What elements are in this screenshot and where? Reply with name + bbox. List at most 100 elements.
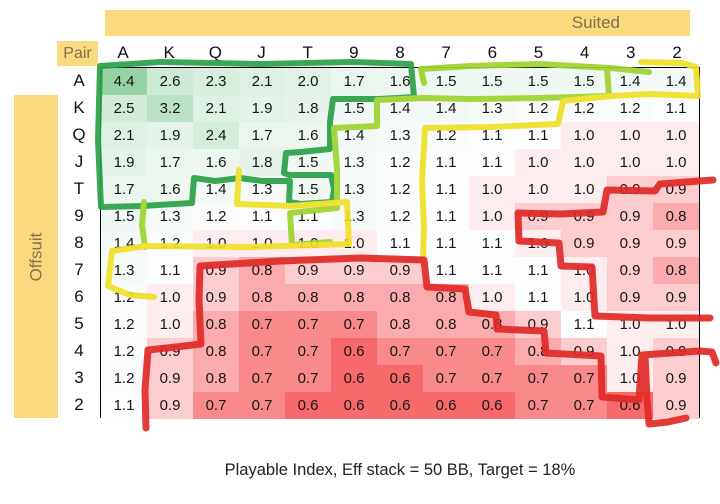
cell-2-7[interactable]: 0.6 <box>423 392 469 419</box>
cell-4-7[interactable]: 0.7 <box>423 338 469 365</box>
cell-8-8[interactable]: 1.1 <box>377 230 423 257</box>
cell-4-5[interactable]: 0.8 <box>515 338 561 365</box>
cell-Q-2[interactable]: 1.0 <box>653 122 699 149</box>
cell-Q-5[interactable]: 1.1 <box>515 122 561 149</box>
cell-3-7[interactable]: 0.7 <box>423 365 469 392</box>
cell-8-3[interactable]: 0.9 <box>607 230 653 257</box>
cell-8-2[interactable]: 0.9 <box>653 230 699 257</box>
cell-7-5[interactable]: 1.1 <box>515 257 561 284</box>
cell-2-A[interactable]: 1.1 <box>101 392 147 419</box>
cell-Q-J[interactable]: 1.7 <box>239 122 285 149</box>
cell-9-7[interactable]: 1.1 <box>423 203 469 230</box>
cell-5-T[interactable]: 0.7 <box>285 311 331 338</box>
cell-Q-4[interactable]: 1.0 <box>561 122 607 149</box>
cell-Q-Q[interactable]: 2.4 <box>193 122 239 149</box>
cell-9-3[interactable]: 0.9 <box>607 203 653 230</box>
cell-6-Q[interactable]: 0.9 <box>193 284 239 311</box>
cell-2-K[interactable]: 0.9 <box>147 392 193 419</box>
cell-5-7[interactable]: 0.8 <box>423 311 469 338</box>
cell-A-2[interactable]: 1.4 <box>653 68 699 95</box>
cell-T-J[interactable]: 1.3 <box>239 176 285 203</box>
cell-5-K[interactable]: 1.0 <box>147 311 193 338</box>
cell-6-5[interactable]: 1.1 <box>515 284 561 311</box>
cell-3-2[interactable]: 0.9 <box>653 365 699 392</box>
cell-7-3[interactable]: 0.9 <box>607 257 653 284</box>
cell-3-3[interactable]: 1.0 <box>607 365 653 392</box>
cell-K-5[interactable]: 1.2 <box>515 95 561 122</box>
cell-5-9[interactable]: 0.7 <box>331 311 377 338</box>
cell-6-2[interactable]: 0.9 <box>653 284 699 311</box>
cell-8-A[interactable]: 1.4 <box>101 230 147 257</box>
cell-8-T[interactable]: 1.0 <box>285 230 331 257</box>
cell-Q-K[interactable]: 1.9 <box>147 122 193 149</box>
cell-9-6[interactable]: 1.0 <box>469 203 515 230</box>
cell-3-6[interactable]: 0.7 <box>469 365 515 392</box>
cell-J-7[interactable]: 1.1 <box>423 149 469 176</box>
cell-7-4[interactable]: 1.0 <box>561 257 607 284</box>
cell-6-6[interactable]: 1.0 <box>469 284 515 311</box>
cell-T-Q[interactable]: 1.4 <box>193 176 239 203</box>
cell-T-9[interactable]: 1.3 <box>331 176 377 203</box>
cell-T-A[interactable]: 1.7 <box>101 176 147 203</box>
cell-3-5[interactable]: 0.7 <box>515 365 561 392</box>
cell-J-Q[interactable]: 1.6 <box>193 149 239 176</box>
cell-6-7[interactable]: 0.8 <box>423 284 469 311</box>
cell-4-T[interactable]: 0.7 <box>285 338 331 365</box>
cell-Q-A[interactable]: 2.1 <box>101 122 147 149</box>
cell-4-Q[interactable]: 0.8 <box>193 338 239 365</box>
cell-J-J[interactable]: 1.8 <box>239 149 285 176</box>
cell-5-2[interactable]: 1.0 <box>653 311 699 338</box>
cell-7-9[interactable]: 0.9 <box>331 257 377 284</box>
cell-5-J[interactable]: 0.7 <box>239 311 285 338</box>
cell-J-K[interactable]: 1.7 <box>147 149 193 176</box>
cell-K-6[interactable]: 1.3 <box>469 95 515 122</box>
cell-2-6[interactable]: 0.6 <box>469 392 515 419</box>
cell-6-T[interactable]: 0.8 <box>285 284 331 311</box>
cell-6-9[interactable]: 0.8 <box>331 284 377 311</box>
cell-K-8[interactable]: 1.4 <box>377 95 423 122</box>
cell-9-Q[interactable]: 1.2 <box>193 203 239 230</box>
cell-3-T[interactable]: 0.7 <box>285 365 331 392</box>
cell-A-5[interactable]: 1.5 <box>515 68 561 95</box>
cell-A-4[interactable]: 1.5 <box>561 68 607 95</box>
cell-7-J[interactable]: 0.8 <box>239 257 285 284</box>
cell-J-3[interactable]: 1.0 <box>607 149 653 176</box>
cell-2-4[interactable]: 0.7 <box>561 392 607 419</box>
cell-K-3[interactable]: 1.2 <box>607 95 653 122</box>
cell-6-J[interactable]: 0.8 <box>239 284 285 311</box>
cell-5-3[interactable]: 1.0 <box>607 311 653 338</box>
cell-A-8[interactable]: 1.6 <box>377 68 423 95</box>
cell-7-8[interactable]: 0.9 <box>377 257 423 284</box>
cell-8-Q[interactable]: 1.0 <box>193 230 239 257</box>
cell-J-9[interactable]: 1.3 <box>331 149 377 176</box>
cell-2-3[interactable]: 0.6 <box>607 392 653 419</box>
cell-5-6[interactable]: 0.8 <box>469 311 515 338</box>
cell-5-8[interactable]: 0.8 <box>377 311 423 338</box>
cell-J-8[interactable]: 1.2 <box>377 149 423 176</box>
cell-K-K[interactable]: 3.2 <box>147 95 193 122</box>
cell-6-4[interactable]: 1.0 <box>561 284 607 311</box>
cell-7-K[interactable]: 1.1 <box>147 257 193 284</box>
cell-3-9[interactable]: 0.6 <box>331 365 377 392</box>
cell-K-T[interactable]: 1.8 <box>285 95 331 122</box>
cell-4-6[interactable]: 0.7 <box>469 338 515 365</box>
cell-A-3[interactable]: 1.4 <box>607 68 653 95</box>
cell-7-6[interactable]: 1.1 <box>469 257 515 284</box>
cell-J-6[interactable]: 1.1 <box>469 149 515 176</box>
cell-4-K[interactable]: 0.9 <box>147 338 193 365</box>
cell-3-J[interactable]: 0.7 <box>239 365 285 392</box>
cell-2-J[interactable]: 0.7 <box>239 392 285 419</box>
cell-A-A[interactable]: 4.4 <box>101 68 147 95</box>
cell-9-4[interactable]: 0.9 <box>561 203 607 230</box>
cell-6-A[interactable]: 1.2 <box>101 284 147 311</box>
cell-9-T[interactable]: 1.1 <box>285 203 331 230</box>
cell-9-9[interactable]: 1.3 <box>331 203 377 230</box>
cell-Q-8[interactable]: 1.3 <box>377 122 423 149</box>
cell-T-K[interactable]: 1.6 <box>147 176 193 203</box>
cell-4-A[interactable]: 1.2 <box>101 338 147 365</box>
cell-4-9[interactable]: 0.6 <box>331 338 377 365</box>
cell-8-9[interactable]: 1.0 <box>331 230 377 257</box>
cell-7-Q[interactable]: 0.9 <box>193 257 239 284</box>
cell-5-A[interactable]: 1.2 <box>101 311 147 338</box>
cell-T-8[interactable]: 1.2 <box>377 176 423 203</box>
